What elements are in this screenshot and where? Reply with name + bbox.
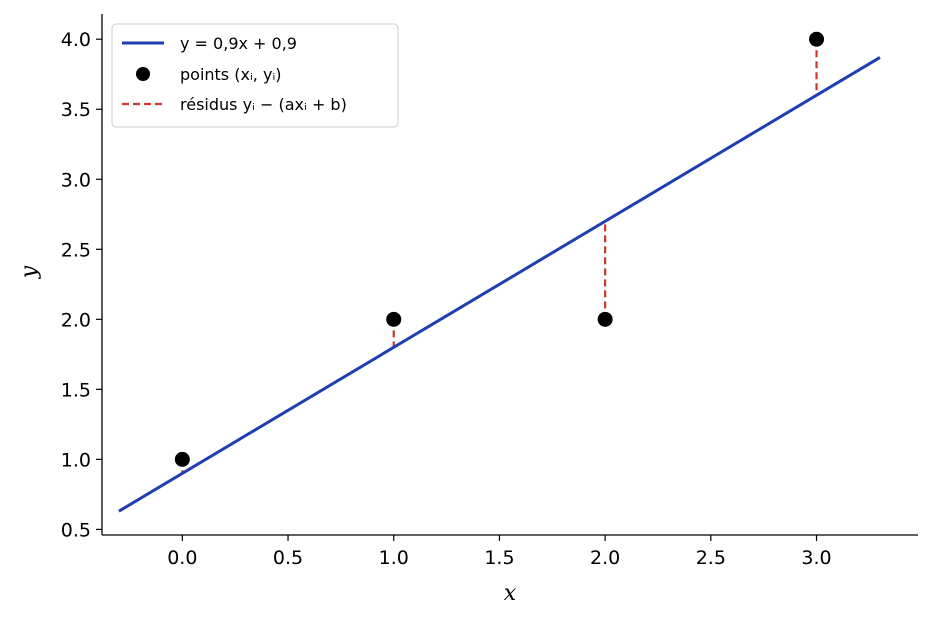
data-point: [597, 311, 613, 327]
y-axis-title: y: [17, 265, 42, 279]
y-tick-label: 3.5: [61, 99, 91, 121]
y-tick-label: 2.5: [61, 239, 91, 261]
legend-label-residuals: résidus yᵢ − (axᵢ + b): [180, 95, 347, 114]
data-point: [809, 31, 825, 47]
regression-line: [118, 56, 881, 513]
x-tick-label: 2.5: [696, 547, 726, 569]
plot-area: [118, 31, 881, 513]
x-tick-label: 2.0: [590, 547, 620, 569]
legend-marker-swatch: [136, 67, 150, 81]
x-tick-label: 0.0: [167, 547, 197, 569]
data-point: [386, 311, 402, 327]
x-axis-title: x: [504, 581, 517, 606]
legend-label-points: points (xᵢ, yᵢ): [180, 65, 282, 84]
legend-box: [111, 23, 399, 128]
y-tick-label: 3.0: [61, 169, 91, 191]
legend-label-line: y = 0,9x + 0,9: [180, 34, 297, 53]
x-tick-label: 1.5: [484, 547, 514, 569]
x-ticks: 0.0 0.5 1.0 1.5 2.0 2.5 3.0: [167, 535, 832, 569]
y-tick-label: 4.0: [61, 29, 91, 51]
legend: y = 0,9x + 0,9 points (xᵢ, yᵢ) résidus y…: [111, 23, 399, 128]
x-tick-label: 1.0: [379, 547, 409, 569]
y-tick-label: 1.0: [61, 449, 91, 471]
y-tick-label: 2.0: [61, 309, 91, 331]
y-tick-label: 0.5: [61, 519, 91, 541]
y-ticks: 0.5 1.0 1.5 2.0 2.5 3.0 3.5 4.0: [61, 29, 102, 541]
data-point: [174, 451, 190, 467]
y-tick-label: 1.5: [61, 379, 91, 401]
x-tick-label: 3.0: [801, 547, 831, 569]
x-tick-label: 0.5: [273, 547, 303, 569]
